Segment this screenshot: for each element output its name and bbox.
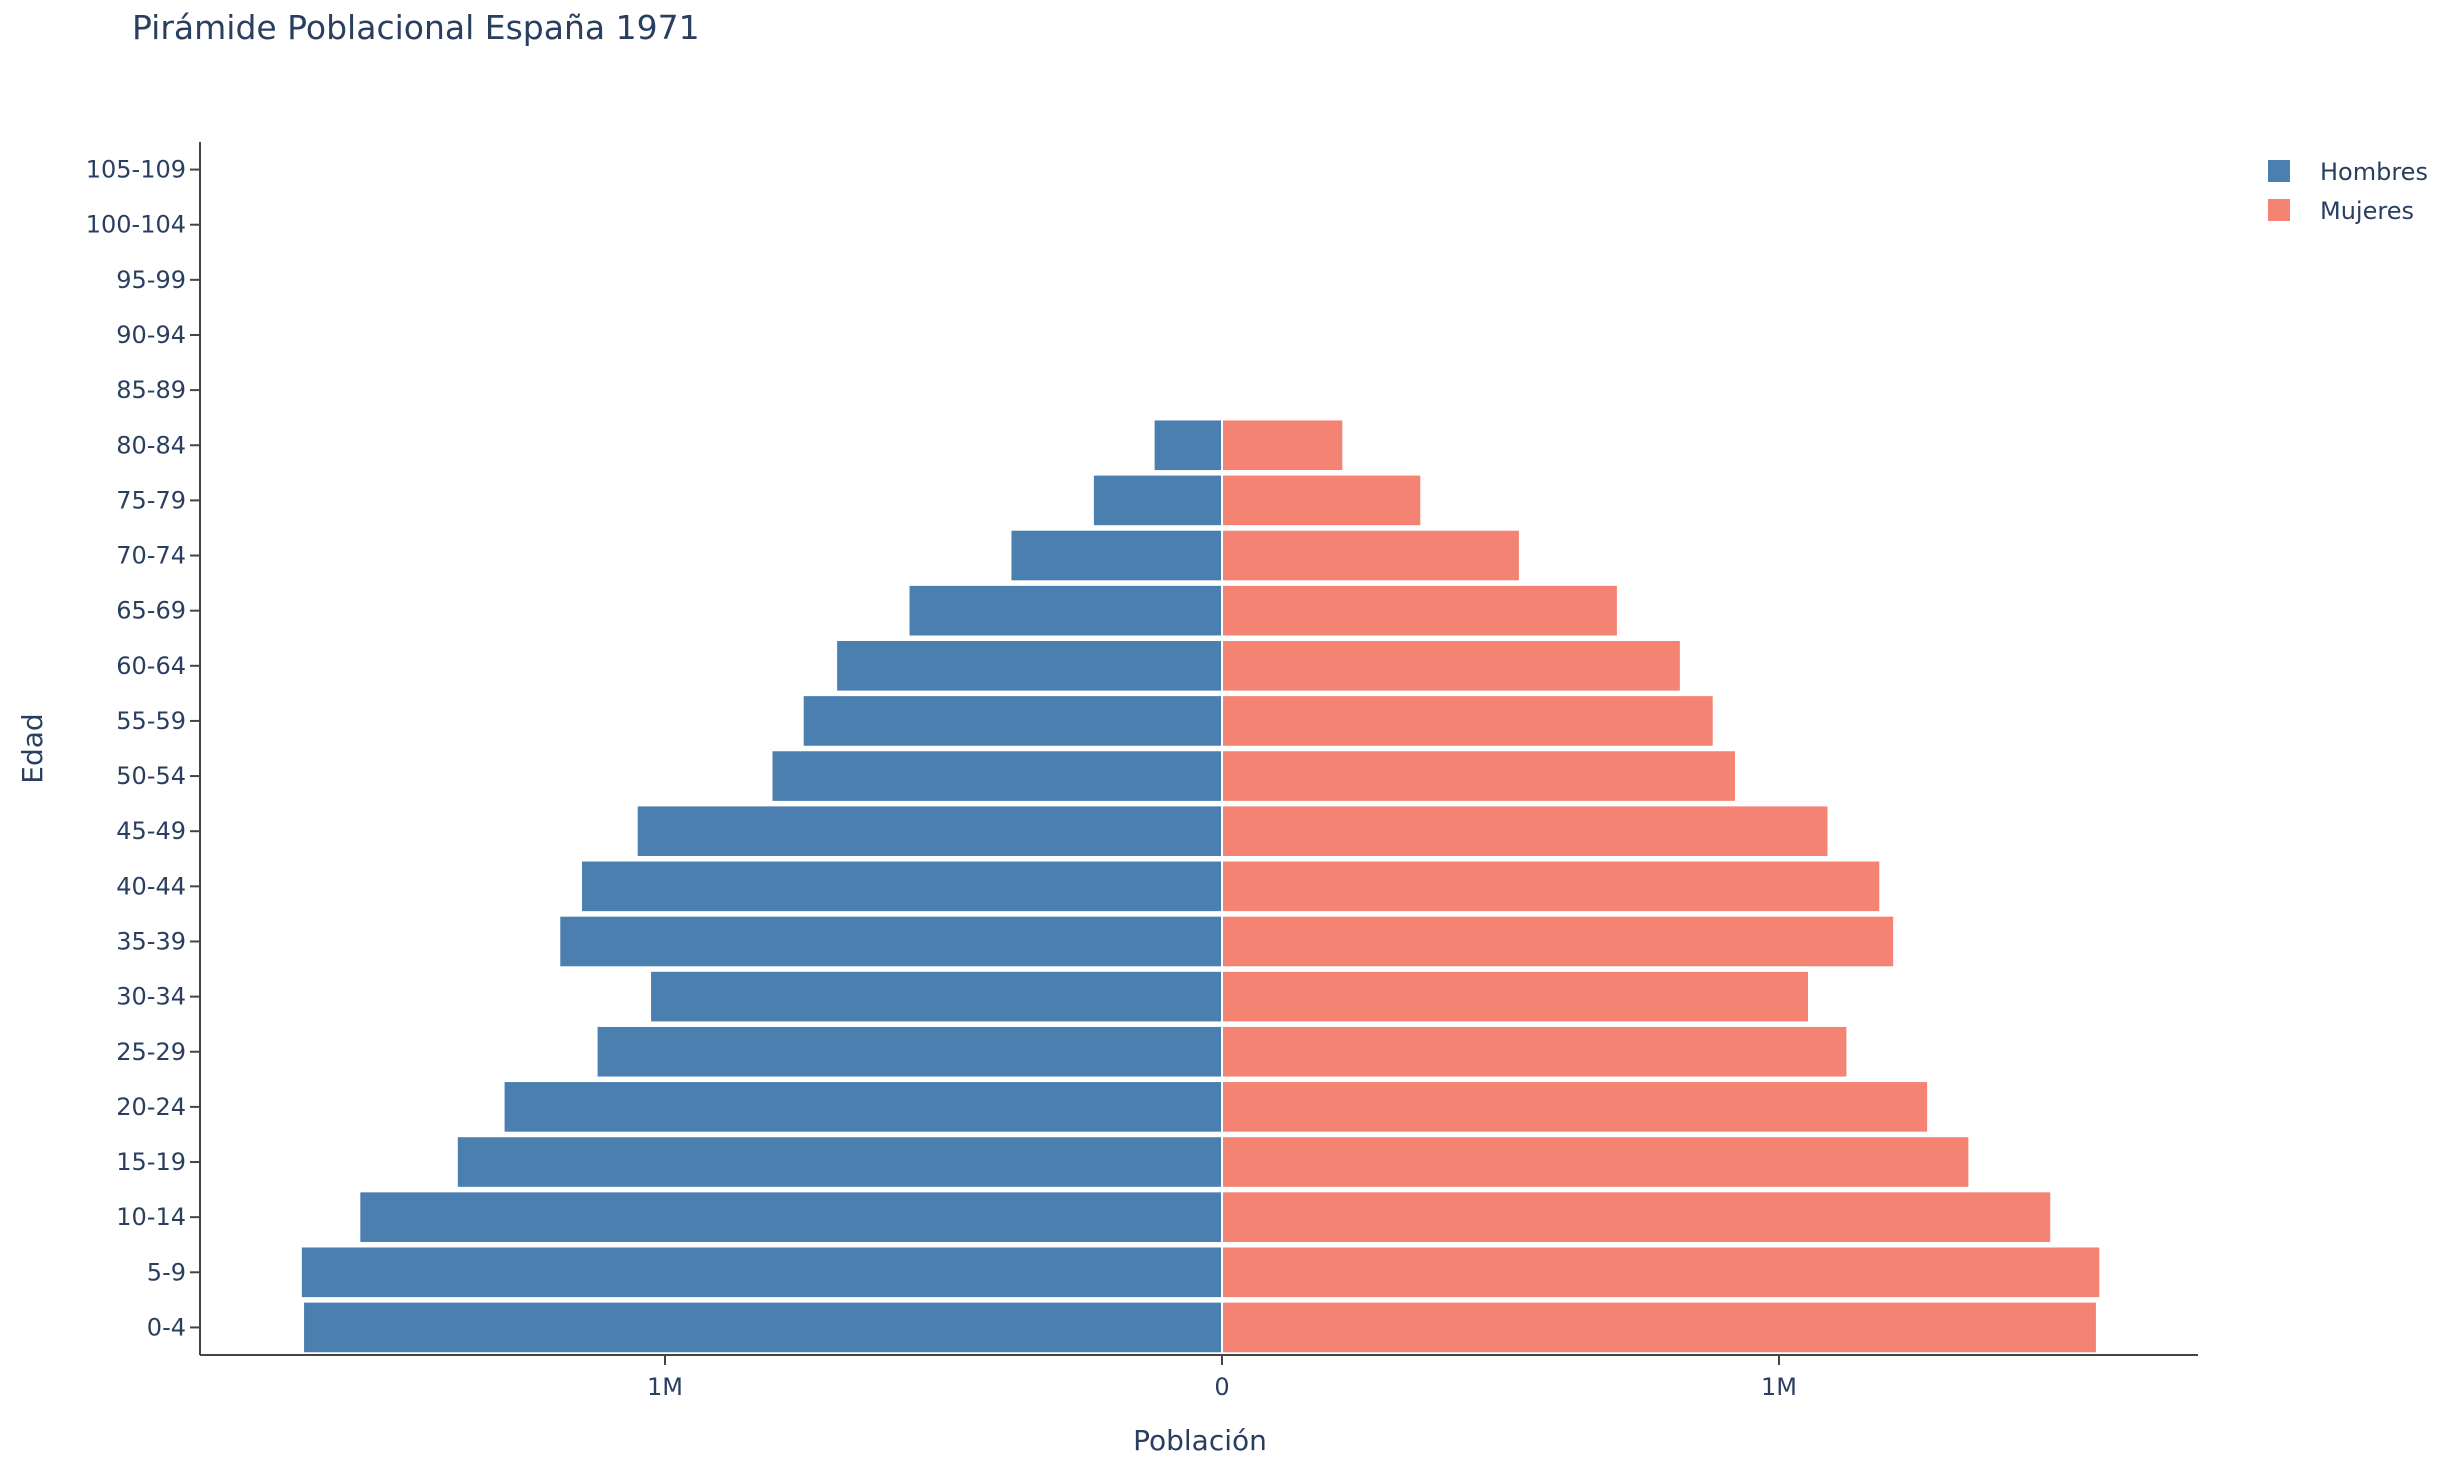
y-tick-label: 45-49	[116, 817, 186, 845]
bar-hombres-60-64[interactable]	[837, 640, 1222, 691]
bar-hombres-75-79[interactable]	[1093, 475, 1222, 526]
y-axis-title: Edad	[16, 713, 49, 783]
legend-label-hombres[interactable]: Hombres	[2320, 158, 2428, 186]
bar-mujeres-75-79[interactable]	[1222, 475, 1421, 526]
bar-mujeres-65-69[interactable]	[1222, 585, 1617, 636]
bar-mujeres-20-24[interactable]	[1222, 1082, 1928, 1132]
x-tick-label: 1M	[647, 1373, 683, 1401]
y-tick-label: 40-44	[116, 872, 186, 900]
bar-hombres-40-44[interactable]	[582, 861, 1222, 912]
y-tick-label: 15-19	[116, 1148, 186, 1176]
y-tick-label: 105-109	[86, 156, 186, 184]
bar-hombres-50-54[interactable]	[772, 751, 1222, 801]
bar-mujeres-50-54[interactable]	[1222, 751, 1735, 801]
bar-mujeres-40-44[interactable]	[1222, 861, 1880, 912]
bar-hombres-45-49[interactable]	[637, 806, 1222, 857]
bar-mujeres-70-74[interactable]	[1222, 530, 1519, 581]
bar-hombres-25-29[interactable]	[597, 1026, 1222, 1077]
y-tick-label: 75-79	[116, 486, 186, 514]
bar-hombres-70-74[interactable]	[1011, 530, 1222, 581]
bar-mujeres-80-84[interactable]	[1222, 420, 1343, 471]
bar-mujeres-35-39[interactable]	[1222, 916, 1894, 967]
bar-hombres-15-19[interactable]	[457, 1137, 1222, 1187]
bar-mujeres-55-59[interactable]	[1222, 696, 1713, 746]
bar-hombres-35-39[interactable]	[560, 916, 1222, 967]
bar-mujeres-15-19[interactable]	[1222, 1137, 1969, 1187]
bar-hombres-30-34[interactable]	[651, 971, 1222, 1022]
y-tick-label: 95-99	[116, 266, 186, 294]
bar-hombres-55-59[interactable]	[803, 696, 1222, 746]
bar-hombres-5-9[interactable]	[301, 1247, 1222, 1298]
legend-swatch-hombres[interactable]	[2268, 160, 2290, 182]
y-tick-label: 5-9	[147, 1258, 186, 1286]
bar-hombres-0-4[interactable]	[304, 1302, 1223, 1353]
y-tick-label: 30-34	[116, 983, 186, 1011]
y-tick-label: 80-84	[116, 431, 186, 459]
bar-mujeres-45-49[interactable]	[1222, 806, 1828, 857]
y-tick-label: 20-24	[116, 1093, 186, 1121]
y-tick-label: 55-59	[116, 707, 186, 735]
chart-title: Pirámide Poblacional España 1971	[132, 8, 700, 47]
bar-mujeres-10-14[interactable]	[1222, 1192, 2051, 1242]
y-tick-label: 10-14	[116, 1203, 186, 1231]
bar-mujeres-25-29[interactable]	[1222, 1026, 1847, 1077]
y-tick-label: 50-54	[116, 762, 186, 790]
y-tick-label: 0-4	[147, 1313, 186, 1341]
y-tick-label: 65-69	[116, 597, 186, 625]
y-tick-label: 85-89	[116, 376, 186, 404]
bar-hombres-20-24[interactable]	[504, 1082, 1223, 1132]
y-tick-label: 60-64	[116, 652, 186, 680]
labels-layer: 0-4 5-9 10-14 15-19 20-24 25-29 30-34 35-39 40-4…	[16, 156, 1797, 1457]
axes-layer	[190, 142, 2198, 1365]
legend-label-mujeres[interactable]: Mujeres	[2320, 197, 2414, 225]
bars-layer	[301, 142, 2100, 1355]
y-tick-label: 100-104	[86, 211, 186, 239]
bar-hombres-65-69[interactable]	[909, 585, 1222, 636]
bar-hombres-10-14[interactable]	[360, 1192, 1222, 1242]
bar-mujeres-30-34[interactable]	[1222, 971, 1808, 1022]
x-tick-label: 0	[1214, 1373, 1229, 1401]
y-tick-label: 35-39	[116, 927, 186, 955]
bar-mujeres-0-4[interactable]	[1222, 1302, 2096, 1353]
bar-mujeres-5-9[interactable]	[1222, 1247, 2100, 1298]
x-tick-label: 1M	[1761, 1373, 1797, 1401]
bar-hombres-80-84[interactable]	[1154, 420, 1222, 471]
x-axis-title: Población	[1133, 1424, 1267, 1454]
y-tick-label: 25-29	[116, 1038, 186, 1066]
y-tick-label: 70-74	[116, 542, 186, 570]
legend[interactable]: Hombres Mujeres	[2268, 158, 2428, 225]
y-tick-label: 90-94	[116, 321, 186, 349]
bar-mujeres-60-64[interactable]	[1222, 640, 1680, 691]
legend-swatch-mujeres[interactable]	[2268, 199, 2290, 221]
